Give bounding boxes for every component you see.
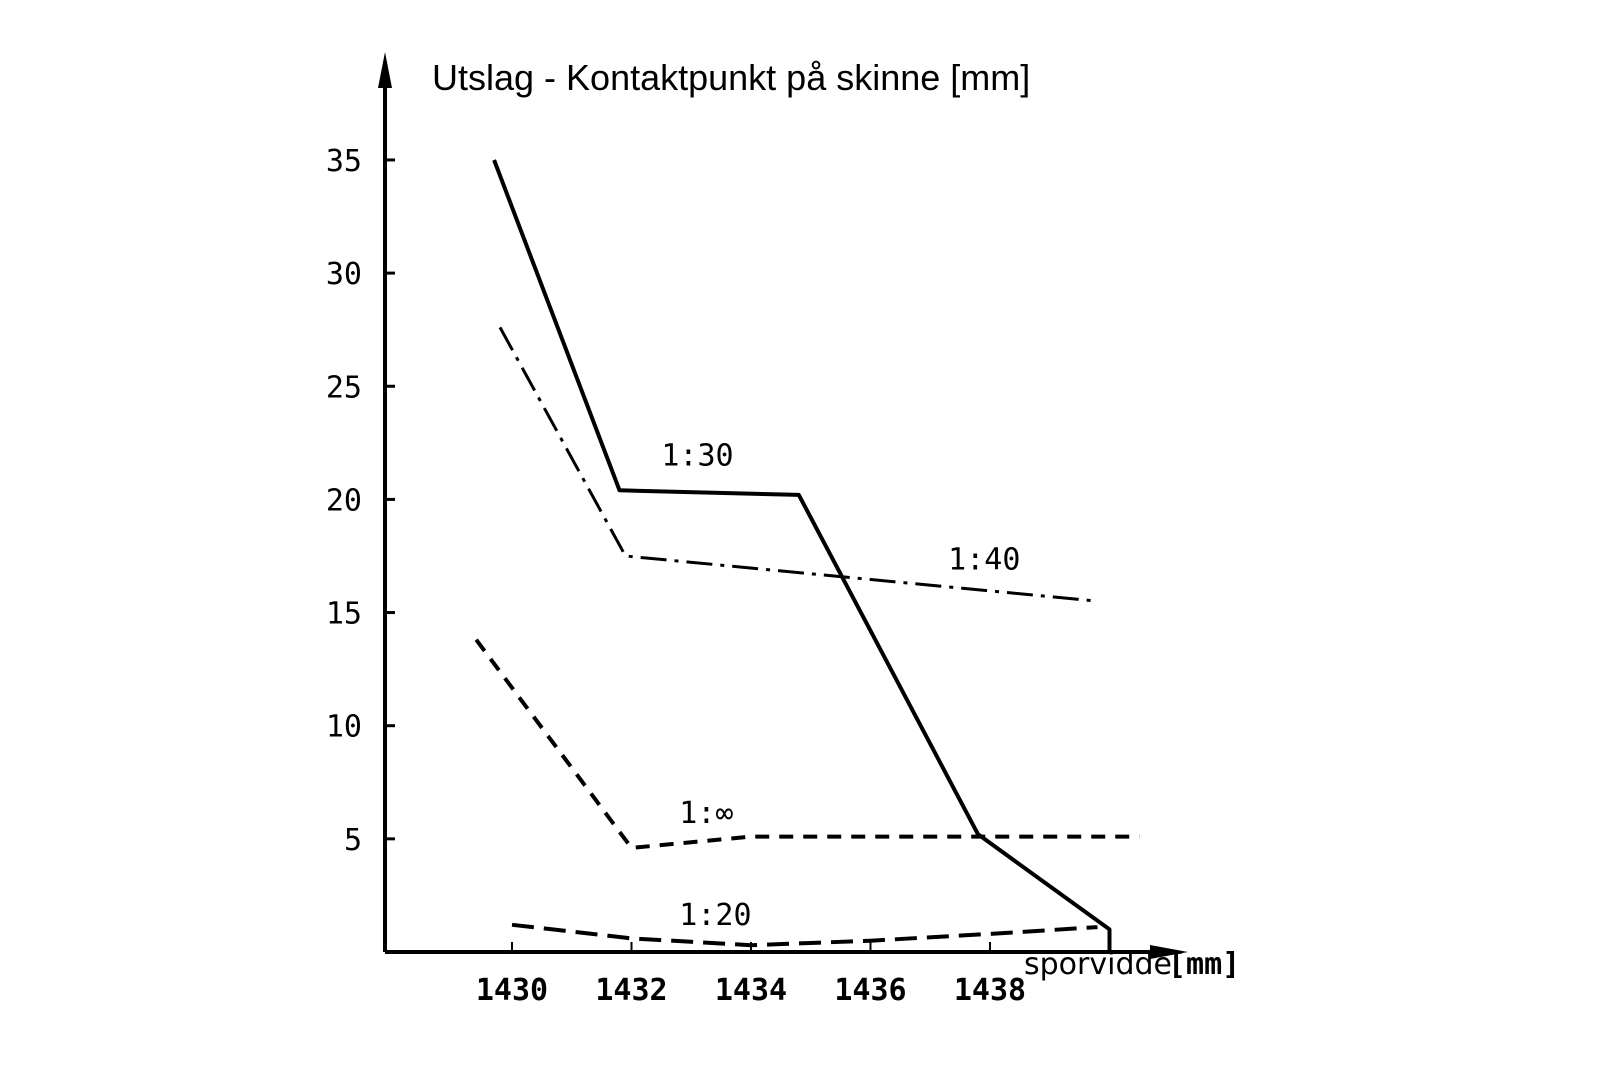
y-tick-label: 10 — [326, 710, 362, 745]
chart-title: Utslag - Kontaktpunkt på skinne [mm] — [432, 57, 1030, 98]
series-line-1-- — [474, 638, 1140, 850]
y-tick-label: 20 — [326, 483, 362, 518]
x-tick-label: 1432 — [595, 973, 667, 1008]
y-axis-arrow-icon — [378, 52, 392, 88]
x-tick-label: 1436 — [834, 973, 906, 1008]
x-axis-unit: [mm] — [1168, 947, 1240, 982]
series-label: 1:40 — [948, 543, 1020, 578]
y-axis-ticks: 5 10 15 20 25 30 35 — [326, 144, 395, 858]
x-axis-ticks: 1430 1432 1434 1436 1438 — [476, 942, 1026, 1008]
x-tick-label: 1438 — [954, 973, 1026, 1008]
series-label: 1:30 — [661, 438, 733, 473]
axes — [378, 52, 1188, 959]
data-series — [474, 159, 1140, 952]
y-tick-label: 35 — [326, 144, 362, 179]
series-label: 1:∞ — [679, 796, 733, 831]
x-tick-label: 1430 — [476, 973, 548, 1008]
y-tick-label: 25 — [326, 370, 362, 405]
y-tick-label: 5 — [344, 823, 362, 858]
y-tick-label: 15 — [326, 597, 362, 632]
series-line-1-30 — [492, 159, 1112, 952]
series-line-1-40 — [498, 326, 1098, 603]
series-label: 1:20 — [679, 898, 751, 933]
x-axis-label: sporvidde — [1024, 947, 1172, 982]
series-line-1-20 — [511, 922, 1098, 948]
x-tick-label: 1434 — [715, 973, 787, 1008]
series-labels: 1:30 1:40 1:∞ 1:20 — [661, 438, 1020, 932]
x-axis-arrow-icon — [1150, 945, 1188, 959]
y-tick-label: 30 — [326, 257, 362, 292]
